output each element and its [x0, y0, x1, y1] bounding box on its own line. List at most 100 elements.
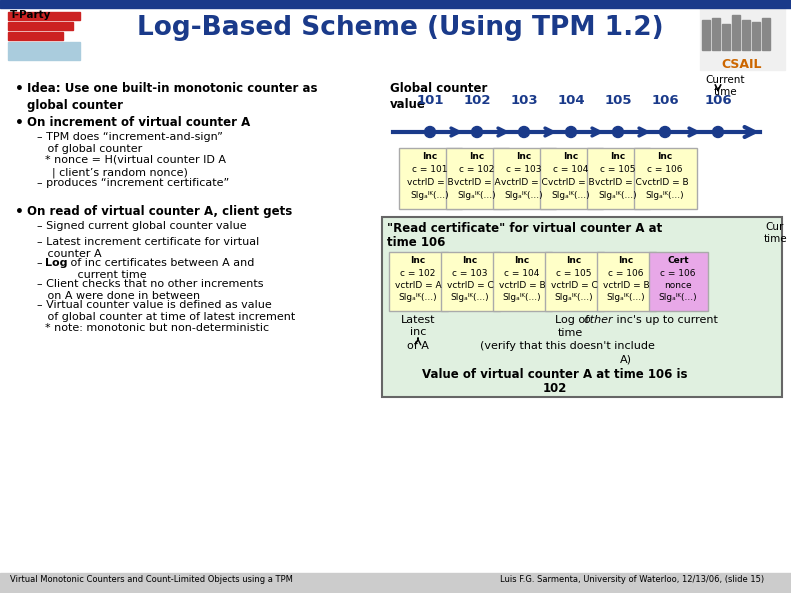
Text: Inc: Inc [463, 256, 478, 265]
FancyBboxPatch shape [596, 251, 656, 311]
Text: time 106: time 106 [387, 236, 445, 249]
Circle shape [566, 126, 577, 138]
Text: T-Party: T-Party [10, 10, 51, 20]
Text: SIgₐᴵᴷ(...): SIgₐᴵᴷ(...) [505, 191, 543, 200]
Bar [732, 15, 740, 50]
Text: inc's up to current: inc's up to current [613, 315, 718, 325]
Text: c = 106: c = 106 [608, 269, 644, 278]
Text: vctrlD = C: vctrlD = C [447, 281, 494, 290]
Text: "Read certificate" for virtual counter A at: "Read certificate" for virtual counter A… [387, 222, 662, 235]
Bar [702, 20, 710, 50]
FancyBboxPatch shape [493, 251, 551, 311]
Text: c = 101: c = 101 [412, 165, 448, 174]
Text: of A: of A [407, 341, 429, 351]
Text: c = 103: c = 103 [452, 269, 488, 278]
Text: Value of virtual counter A at time 106 is: Value of virtual counter A at time 106 i… [422, 368, 687, 381]
Bar [762, 18, 770, 50]
Bar [742, 20, 750, 50]
Bar [712, 18, 720, 50]
Text: c = 106: c = 106 [660, 269, 696, 278]
Bar [8, 12, 80, 20]
Text: Inc: Inc [469, 152, 485, 161]
Text: 104: 104 [557, 94, 585, 107]
Text: Inc: Inc [611, 152, 626, 161]
FancyBboxPatch shape [382, 217, 782, 397]
Text: SIgₐᴵᴷ(...): SIgₐᴵᴷ(...) [503, 294, 541, 302]
Text: On increment of virtual counter A: On increment of virtual counter A [27, 116, 250, 129]
Text: Log of: Log of [555, 315, 592, 325]
Text: Log: Log [45, 258, 67, 268]
Text: Latest
inc: Latest inc [401, 315, 435, 337]
Text: c = 104: c = 104 [554, 165, 589, 174]
Text: – Latest increment certificate for virtual
   counter A: – Latest increment certificate for virtu… [37, 237, 259, 259]
FancyBboxPatch shape [445, 148, 509, 209]
Bar [752, 22, 760, 50]
Text: vctrlD = C: vctrlD = C [595, 178, 642, 187]
Text: c = 105: c = 105 [556, 269, 592, 278]
Text: – Signed current global counter value: – Signed current global counter value [37, 221, 247, 231]
Text: SIgₐᴵᴷ(...): SIgₐᴵᴷ(...) [554, 294, 593, 302]
Text: – Virtual counter value is defined as value
   of global counter at time of late: – Virtual counter value is defined as va… [37, 300, 295, 323]
Bar [0, 573, 791, 593]
Text: Inc: Inc [514, 256, 530, 265]
Bar [8, 32, 63, 40]
Text: vctrlD = C: vctrlD = C [501, 178, 547, 187]
Text: Log-Based Scheme (Using TPM 1.2): Log-Based Scheme (Using TPM 1.2) [137, 15, 664, 41]
Text: 101: 101 [416, 94, 444, 107]
Circle shape [425, 126, 436, 138]
Text: 102: 102 [464, 94, 490, 107]
Text: vctrlD = B: vctrlD = B [547, 178, 594, 187]
Text: Idea: Use one built-in monotonic counter as
global counter: Idea: Use one built-in monotonic counter… [27, 82, 317, 111]
Text: c = 103: c = 103 [506, 165, 542, 174]
Text: SIgₐᴵᴷ(...): SIgₐᴵᴷ(...) [659, 294, 698, 302]
Text: vctrlD = A: vctrlD = A [454, 178, 501, 187]
Text: SIgₐᴵᴷ(...): SIgₐᴵᴷ(...) [599, 191, 638, 200]
Text: vctrlD = C: vctrlD = C [551, 281, 597, 290]
Text: c = 102: c = 102 [460, 165, 494, 174]
Text: time: time [558, 328, 583, 338]
Text: •: • [15, 116, 24, 130]
Bar [8, 22, 73, 30]
Text: – produces “increment certificate”: – produces “increment certificate” [37, 178, 229, 188]
Text: •: • [15, 205, 24, 219]
Text: Cert: Cert [667, 256, 689, 265]
FancyBboxPatch shape [634, 148, 697, 209]
Circle shape [471, 126, 483, 138]
FancyBboxPatch shape [441, 251, 499, 311]
Bar [700, 8, 785, 70]
Text: vctrlD = B: vctrlD = B [407, 178, 453, 187]
Text: Cur
time: Cur time [763, 222, 787, 244]
FancyBboxPatch shape [388, 251, 448, 311]
Text: On read of virtual counter A, client gets: On read of virtual counter A, client get… [27, 205, 292, 218]
Text: SIgₐᴵᴷ(...): SIgₐᴵᴷ(...) [551, 191, 590, 200]
Text: SIgₐᴵᴷ(...): SIgₐᴵᴷ(...) [451, 294, 490, 302]
Text: of inc certificates between A and
   current time: of inc certificates between A and curren… [67, 258, 255, 280]
Text: Inc: Inc [619, 256, 634, 265]
Circle shape [518, 126, 529, 138]
Text: c = 104: c = 104 [505, 269, 539, 278]
Text: A): A) [620, 354, 632, 364]
Text: * note: monotonic but non-deterministic: * note: monotonic but non-deterministic [45, 323, 269, 333]
Text: Luis F.G. Sarmenta, University of Waterloo, 12/13/06, (slide 15): Luis F.G. Sarmenta, University of Waterl… [500, 575, 764, 585]
Text: SIgₐᴵᴷ(...): SIgₐᴵᴷ(...) [458, 191, 496, 200]
Circle shape [713, 126, 724, 138]
Text: –: – [37, 258, 46, 268]
Text: * nonce = H(virtual counter ID A
  | client’s random nonce): * nonce = H(virtual counter ID A | clien… [45, 155, 226, 178]
Text: c = 102: c = 102 [400, 269, 436, 278]
Text: c = 106: c = 106 [647, 165, 683, 174]
FancyBboxPatch shape [649, 251, 707, 311]
Text: Global counter
value: Global counter value [390, 82, 487, 111]
Text: vctrlD = A: vctrlD = A [395, 281, 441, 290]
FancyBboxPatch shape [493, 148, 555, 209]
Text: Inc: Inc [563, 152, 579, 161]
FancyBboxPatch shape [539, 148, 603, 209]
FancyBboxPatch shape [586, 148, 649, 209]
Circle shape [612, 126, 623, 138]
Text: •: • [15, 82, 24, 96]
Text: Inc: Inc [566, 256, 581, 265]
Circle shape [660, 126, 671, 138]
Text: vctrlD = B: vctrlD = B [603, 281, 649, 290]
Text: SIgₐᴵᴷ(...): SIgₐᴵᴷ(...) [399, 294, 437, 302]
Text: – Client checks that no other increments
   on A were done in between: – Client checks that no other increments… [37, 279, 263, 301]
Text: 102: 102 [543, 382, 567, 395]
